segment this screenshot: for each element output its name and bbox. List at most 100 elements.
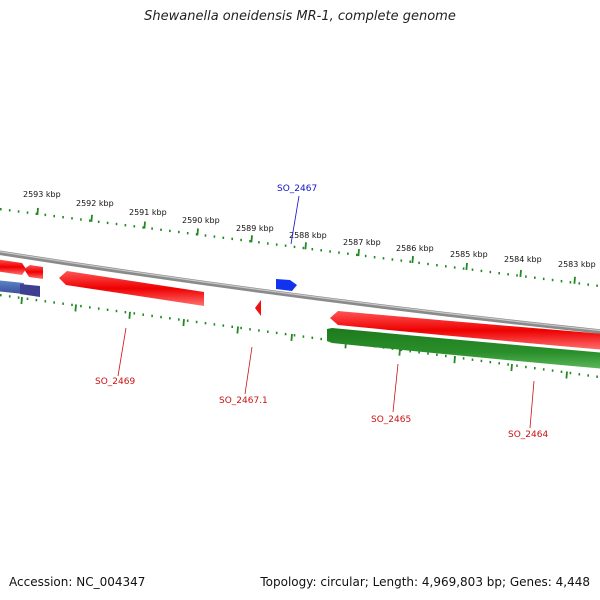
inner-scale-minor-tick — [71, 303, 73, 307]
inner-scale-major-tick — [20, 296, 23, 305]
outer-scale-minor-tick — [347, 252, 349, 255]
outer-scale-major-tick — [90, 214, 93, 222]
gene-so-2467[interactable] — [276, 279, 297, 291]
gene-small-left-forward[interactable] — [24, 265, 43, 279]
inner-scale-minor-tick — [204, 322, 207, 325]
inner-scale-major-tick — [182, 319, 185, 327]
label-so-2465[interactable]: SO_2465 — [371, 415, 411, 425]
inner-scale-minor-tick — [62, 302, 64, 305]
outer-scale-minor-tick — [89, 219, 91, 222]
inner-scale-minor-tick — [160, 315, 162, 319]
outer-scale-minor-tick — [80, 218, 82, 221]
gene-so-2465[interactable] — [330, 311, 600, 350]
outer-scale-minor-tick — [204, 234, 207, 237]
gene-partial-left-reverse[interactable] — [0, 280, 24, 294]
inner-scale-minor-tick — [133, 312, 136, 315]
outer-scale-minor-tick — [311, 248, 314, 251]
gene-so-2467-1[interactable] — [255, 300, 261, 316]
outer-scale-minor-tick — [0, 208, 2, 211]
inner-scale-minor-tick — [0, 294, 2, 297]
outer-scale-minor-tick — [445, 265, 447, 268]
scale-label-2584: 2584 kbp — [504, 255, 542, 264]
inner-scale-minor-tick — [445, 354, 447, 358]
outer-scale-minor-tick — [231, 237, 233, 241]
outer-scale-minor-tick — [124, 224, 127, 227]
inner-scale-minor-tick — [578, 373, 581, 376]
inner-scale-minor-tick — [320, 337, 322, 341]
outer-scale-minor-tick — [53, 214, 55, 218]
outer-scale-minor-tick — [222, 236, 225, 239]
outer-scale-minor-tick — [186, 232, 189, 235]
gene-so-2469[interactable] — [59, 271, 204, 306]
outer-scale-minor-tick — [382, 257, 385, 260]
inner-scale-major-tick — [565, 371, 568, 379]
label-so-2467[interactable]: SO_2467 — [277, 184, 317, 194]
outer-scale-minor-tick — [436, 264, 438, 267]
gene-partial-left-reverse-dark[interactable] — [20, 284, 40, 297]
outer-scale-minor-tick — [525, 275, 527, 278]
gene-partial-left-forward[interactable] — [0, 259, 26, 275]
outer-scale-minor-tick — [213, 235, 216, 238]
scale-label-2591: 2591 kbp — [129, 208, 167, 217]
map-title: Shewanella oneidensis MR-1, complete gen… — [144, 9, 456, 24]
inner-scale-minor-tick — [418, 351, 420, 354]
outer-scale-minor-tick — [249, 240, 251, 243]
scale-label-2587: 2587 kbp — [343, 238, 381, 247]
outer-scale-minor-tick — [97, 220, 100, 223]
inner-scale-minor-tick — [142, 313, 144, 316]
outer-scale-minor-tick — [133, 225, 136, 228]
inner-scale-major-tick — [236, 326, 239, 334]
accession-text: Accession: NC_004347 — [9, 575, 146, 589]
outer-scale-major-tick — [519, 269, 522, 277]
outer-scale-minor-tick — [498, 272, 500, 275]
inner-scale-minor-tick — [231, 325, 233, 328]
inner-scale-minor-tick — [462, 357, 465, 360]
inner-scale-minor-tick — [507, 363, 509, 366]
outer-scale-minor-tick — [115, 222, 118, 226]
inner-scale-minor-tick — [427, 352, 429, 355]
outer-scale-minor-tick — [151, 227, 153, 230]
outer-scale-minor-tick — [71, 217, 73, 220]
outer-scale-major-tick — [250, 235, 253, 243]
inner-scale-minor-tick — [293, 334, 296, 337]
topology-summary: Topology: circular; Length: 4,969,803 bp… — [260, 575, 590, 589]
outer-scale-minor-tick — [489, 270, 492, 274]
outer-scale-minor-tick — [480, 269, 483, 273]
inner-scale-minor-tick — [97, 307, 100, 310]
inner-scale-major-tick — [74, 304, 77, 312]
outer-scale-minor-tick — [569, 281, 572, 284]
inner-scale-minor-tick — [489, 360, 492, 364]
inner-scale-minor-tick — [17, 296, 20, 299]
scale-label-2590: 2590 kbp — [182, 216, 220, 225]
genome-backbone — [0, 250, 600, 334]
inner-scale-minor-tick — [115, 309, 118, 313]
inner-scale-major-tick — [398, 348, 401, 356]
label-so-2467-1[interactable]: SO_2467.1 — [219, 396, 268, 406]
outer-scale-major-tick — [411, 255, 414, 264]
outer-scale-major-tick — [36, 207, 39, 215]
inner-scale-major-tick — [453, 356, 456, 364]
gene-so-2464[interactable] — [327, 328, 600, 369]
inner-scale-minor-tick — [186, 319, 189, 322]
inner-scale-minor-tick — [53, 301, 55, 304]
outer-scale-minor-tick — [240, 238, 242, 242]
outer-scale-minor-tick — [507, 273, 509, 276]
outer-scale-minor-tick — [142, 226, 144, 229]
inner-scale-major-tick — [128, 311, 131, 319]
outer-scale-major-tick — [143, 221, 146, 229]
outer-scale-minor-tick — [409, 260, 411, 263]
label-so-2469[interactable]: SO_2469 — [95, 377, 135, 387]
outer-scale-minor-tick — [160, 228, 162, 231]
outer-scale-minor-tick — [560, 280, 563, 283]
inner-scale-minor-tick — [240, 326, 242, 330]
outer-scale-minor-tick — [169, 229, 171, 233]
outer-scale-minor-tick — [267, 242, 269, 245]
leader-so-2469 — [117, 327, 127, 377]
inner-scale-minor-tick — [89, 306, 91, 309]
outer-scale-minor-tick — [373, 256, 376, 259]
label-so-2464[interactable]: SO_2464 — [508, 430, 548, 440]
outer-scale-minor-tick — [338, 251, 340, 254]
outer-scale-minor-tick — [35, 212, 38, 215]
inner-scale-minor-tick — [222, 324, 225, 327]
outer-scale-minor-tick — [587, 283, 589, 286]
